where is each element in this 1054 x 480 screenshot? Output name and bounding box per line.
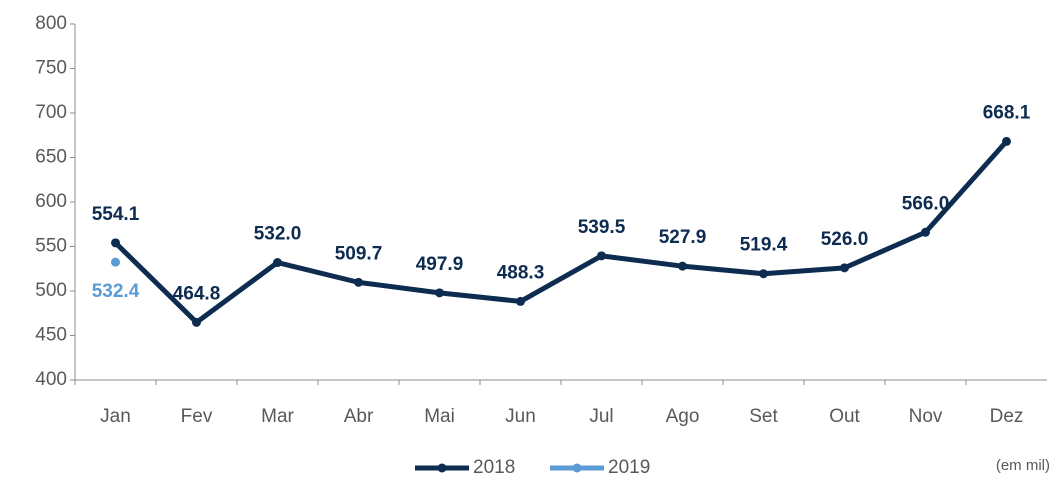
data-label: 488.3	[497, 262, 545, 283]
y-tick-label: 650	[35, 147, 67, 168]
x-tick-label: Nov	[909, 406, 943, 427]
data-point	[1002, 136, 1011, 146]
data-point	[435, 288, 444, 298]
x-tick-label: Mai	[424, 406, 455, 427]
y-tick-label: 550	[35, 236, 67, 257]
x-tick-label: Out	[829, 406, 860, 427]
data-label: 554.1	[92, 204, 140, 225]
data-point	[759, 269, 768, 279]
data-point	[111, 257, 120, 267]
x-tick-label: Fev	[181, 406, 213, 427]
x-tick-label: Set	[749, 406, 778, 427]
x-tick-label: Jul	[589, 406, 613, 427]
y-tick-label: 600	[35, 191, 67, 212]
x-tick-label: Abr	[344, 406, 374, 427]
data-label: 527.9	[659, 227, 707, 248]
y-tick-label: 500	[35, 280, 67, 301]
x-tick-label: Ago	[666, 406, 700, 427]
data-point	[192, 317, 201, 327]
series-line	[113, 139, 1009, 325]
data-label: 519.4	[740, 235, 788, 256]
legend-marker	[572, 463, 582, 473]
legend-label: 2019	[608, 457, 650, 478]
data-point	[921, 227, 930, 237]
data-point	[273, 258, 282, 268]
y-tick-label: 750	[35, 58, 67, 79]
data-label: 497.9	[416, 254, 464, 275]
data-label: 539.5	[578, 217, 626, 238]
unit-note: (em mil)	[996, 457, 1050, 474]
data-point	[597, 251, 606, 261]
data-label: 532.0	[254, 224, 302, 245]
data-point	[840, 263, 849, 273]
data-label: 566.0	[902, 193, 950, 214]
y-tick-label: 700	[35, 102, 67, 123]
data-point	[516, 296, 525, 306]
data-point	[111, 238, 120, 248]
y-tick-label: 450	[35, 325, 67, 346]
x-tick-label: Mar	[261, 406, 294, 427]
data-label: 668.1	[983, 102, 1031, 123]
data-label: 509.7	[335, 243, 383, 264]
data-label: 532.4	[92, 281, 140, 302]
data-point	[354, 277, 363, 287]
legend-label: 2018	[473, 457, 515, 478]
data-label: 526.0	[821, 229, 869, 250]
x-tick-label: Jan	[100, 406, 131, 427]
x-tick-label: Jun	[505, 406, 536, 427]
legend-marker	[437, 463, 447, 473]
data-point	[678, 261, 687, 271]
x-tick-label: Dez	[990, 406, 1024, 427]
data-label: 464.8	[173, 283, 221, 304]
y-tick-label: 800	[35, 13, 67, 34]
y-tick-label: 400	[35, 369, 67, 390]
